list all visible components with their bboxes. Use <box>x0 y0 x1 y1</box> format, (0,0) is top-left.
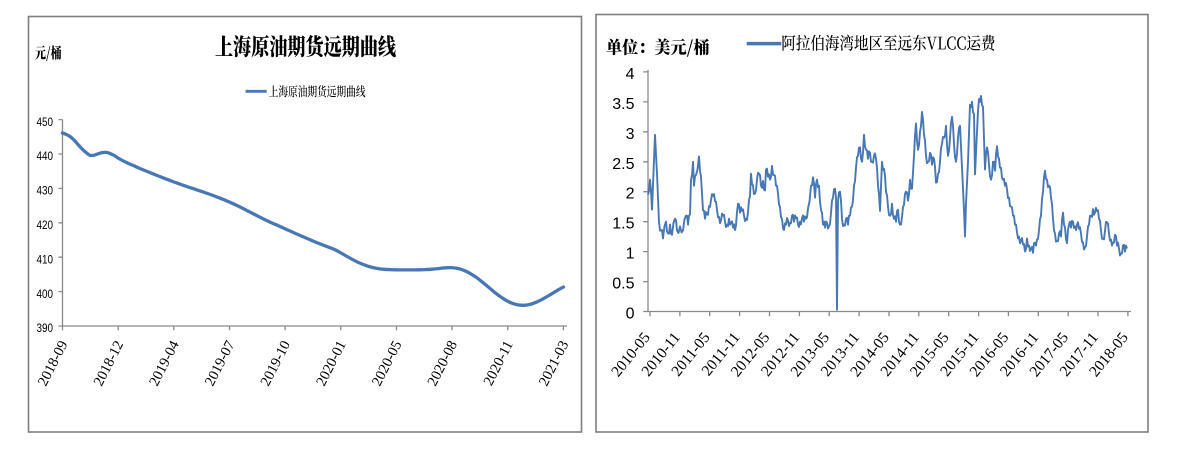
svg-text:2: 2 <box>626 186 635 203</box>
svg-text:3: 3 <box>626 126 635 143</box>
svg-text:420: 420 <box>37 218 54 232</box>
svg-text:450: 450 <box>37 115 54 129</box>
svg-text:430: 430 <box>37 184 54 198</box>
svg-text:400: 400 <box>37 287 54 301</box>
svg-text:390: 390 <box>37 321 54 335</box>
svg-text:4: 4 <box>626 66 635 83</box>
svg-text:2.5: 2.5 <box>612 156 634 173</box>
svg-text:440: 440 <box>37 149 54 163</box>
svg-text:0: 0 <box>626 306 635 323</box>
svg-text:410: 410 <box>37 252 54 266</box>
svg-text:0.5: 0.5 <box>612 276 634 293</box>
svg-text:3.5: 3.5 <box>612 96 634 113</box>
svg-text:1: 1 <box>626 246 635 263</box>
svg-text:1.5: 1.5 <box>612 216 634 233</box>
